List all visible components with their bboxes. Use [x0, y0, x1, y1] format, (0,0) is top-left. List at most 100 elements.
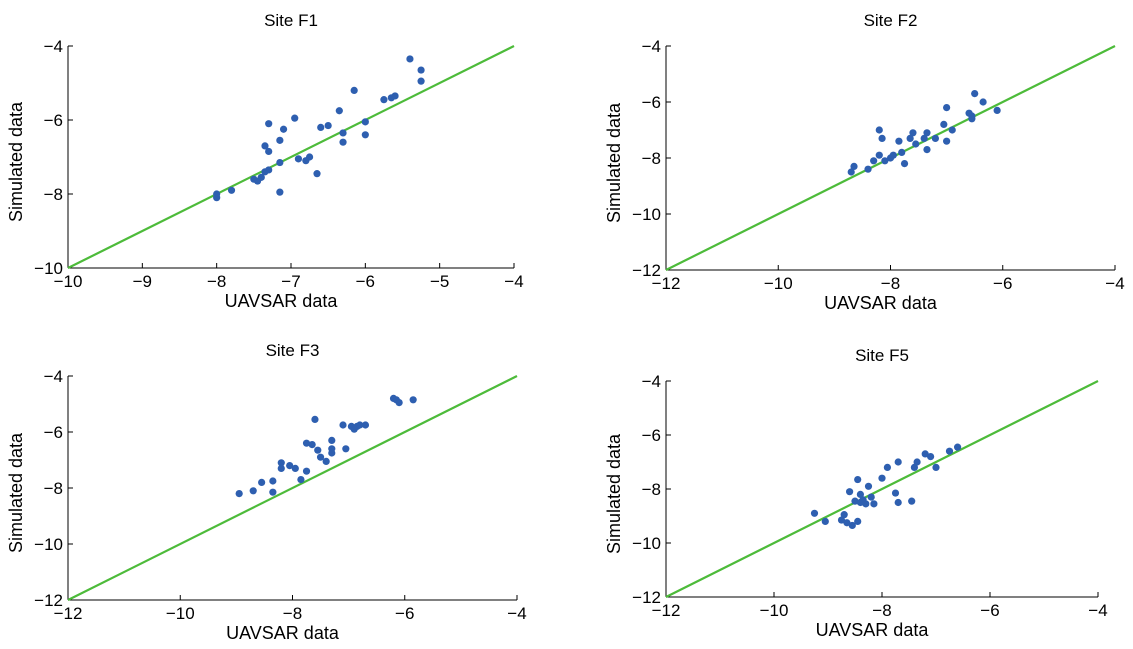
data-point [840, 511, 848, 519]
data-point [269, 488, 277, 496]
data-point [867, 493, 875, 501]
data-point [821, 517, 829, 526]
data-point [979, 98, 987, 106]
data-point [286, 462, 294, 470]
data-point [910, 463, 919, 471]
data-point [878, 134, 886, 142]
data-point [317, 123, 325, 131]
y-tick-label: −4 [642, 37, 661, 56]
data-point [870, 157, 878, 165]
data-point [324, 121, 332, 130]
x-tick-label: −12 [54, 604, 83, 623]
data-point [945, 447, 954, 455]
data-point [297, 476, 305, 484]
data-point [328, 436, 336, 444]
y-tick-label: −6 [44, 423, 63, 442]
data-point [265, 147, 273, 156]
x-tick-label: −10 [54, 272, 83, 291]
data-point [923, 146, 931, 154]
y-tick-label: −6 [44, 111, 63, 130]
data-point [850, 162, 858, 170]
panel-1: −10 −9 −8 −7 −6 −5 −4 −10 −8 −6 −4 Site F1 UAVSAR da… [6, 11, 524, 311]
y-tick-label: −4 [44, 367, 63, 386]
data-point [277, 459, 285, 467]
data-point [900, 160, 909, 168]
y-tick-label: −12 [632, 261, 661, 280]
data-point [235, 490, 243, 498]
data-point [305, 153, 314, 161]
x-tick-label: −10 [760, 601, 789, 620]
x-tick-label: −7 [281, 272, 300, 291]
data-point [940, 120, 948, 128]
data-point [291, 464, 299, 472]
x-tick-label: −8 [283, 604, 302, 623]
data-point [356, 421, 364, 429]
data-point [862, 500, 870, 508]
y-tick-label: −8 [642, 149, 661, 168]
data-point [891, 489, 900, 497]
data-point [339, 129, 347, 137]
y-axis-label: Simulated data [604, 102, 624, 223]
data-point [277, 464, 285, 472]
data-point [856, 490, 865, 498]
y-tick-label: −6 [642, 426, 661, 445]
data-point [391, 92, 399, 100]
data-point [810, 509, 819, 517]
x-tick-label: −4 [1088, 601, 1107, 620]
identity-line [67, 375, 518, 601]
data-point [294, 155, 303, 163]
data-point [335, 107, 343, 115]
data-point [311, 415, 319, 423]
x-axis-label: UAVSAR data [816, 620, 930, 640]
data-point [895, 137, 903, 145]
data-point [908, 497, 916, 505]
y-tick-label: −10 [632, 534, 661, 553]
data-point [894, 498, 902, 507]
data-point [302, 467, 311, 475]
y-tick-label: −6 [642, 93, 661, 112]
data-point [395, 399, 403, 407]
data-point [948, 126, 956, 134]
data-point [249, 487, 257, 495]
y-tick-label: −8 [44, 185, 63, 204]
data-point [308, 441, 316, 449]
data-point [258, 478, 266, 486]
data-point [843, 519, 851, 527]
y-axis-label: Simulated data [604, 433, 624, 554]
data-point [361, 118, 369, 126]
data-point [265, 120, 273, 128]
data-point [898, 148, 906, 156]
data-point [932, 463, 940, 471]
data-point [314, 446, 322, 454]
data-point [848, 521, 856, 530]
x-tick-label: −5 [430, 272, 449, 291]
data-point [846, 488, 854, 496]
data-point [276, 136, 284, 144]
y-tick-label: −10 [632, 205, 661, 224]
data-point [921, 450, 929, 458]
y-tick-label: −10 [34, 259, 63, 278]
data-point [912, 140, 920, 148]
data-point [361, 421, 370, 429]
data-point [316, 453, 325, 461]
data-point [864, 482, 873, 490]
data-point [328, 445, 336, 453]
data-point [971, 90, 979, 98]
data-point [342, 445, 350, 453]
data-point [881, 157, 889, 165]
data-point [213, 190, 221, 198]
data-point [993, 106, 1001, 114]
y-tick-label: −12 [34, 591, 63, 610]
y-tick-label: −4 [642, 372, 661, 391]
data-point [291, 114, 299, 122]
data-point [409, 396, 417, 404]
data-point [894, 458, 902, 466]
data-point [870, 500, 878, 508]
chart-title: Site F1 [264, 11, 318, 30]
data-point [878, 474, 886, 482]
chart-title: Site F5 [855, 346, 909, 365]
data-point [883, 463, 892, 471]
data-point [302, 439, 311, 447]
data-point [339, 138, 347, 146]
